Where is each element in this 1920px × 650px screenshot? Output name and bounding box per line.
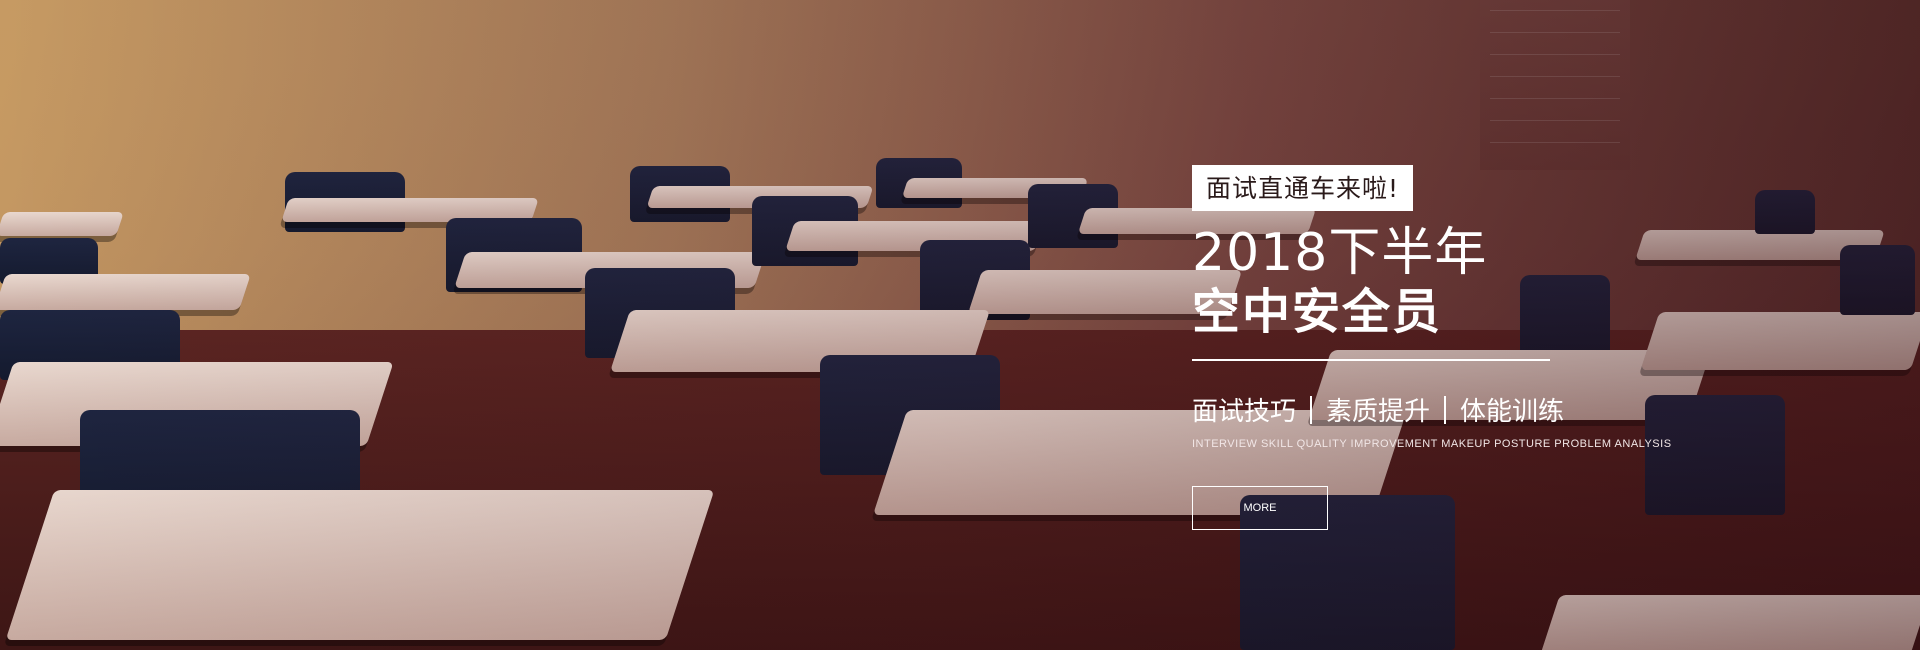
- title-divider: [1192, 359, 1550, 361]
- chair: [1520, 275, 1610, 355]
- feature-list: 面试技巧 素质提升 体能训练: [1192, 391, 1652, 428]
- chair: [1755, 190, 1815, 234]
- feature-separator: [1310, 395, 1313, 424]
- feature-separator: [1444, 395, 1447, 424]
- chair: [1645, 395, 1785, 515]
- feature-item: 面试技巧: [1192, 397, 1297, 427]
- chair: [1840, 245, 1915, 315]
- chair: [1240, 495, 1455, 650]
- tagline-badge: 面试直通车来啦!: [1192, 165, 1414, 211]
- english-subtitle: INTERVIEW SKILL QUALITY IMPROVEMENT MAKE…: [1192, 438, 1672, 450]
- promo-title: 空中安全员: [1192, 284, 1443, 340]
- whiteboard-lines: [1490, 10, 1620, 160]
- promo-year: 2018下半年: [1192, 223, 1488, 283]
- more-button[interactable]: MORE: [1192, 486, 1328, 530]
- whiteboard: [1480, 0, 1630, 170]
- feature-item: 体能训练: [1460, 397, 1565, 427]
- feature-item: 素质提升: [1326, 397, 1431, 427]
- promo-content: 面试直通车来啦! 2018下半年 空中安全员 面试技巧 素质提升 体能训练 IN…: [1192, 165, 1672, 530]
